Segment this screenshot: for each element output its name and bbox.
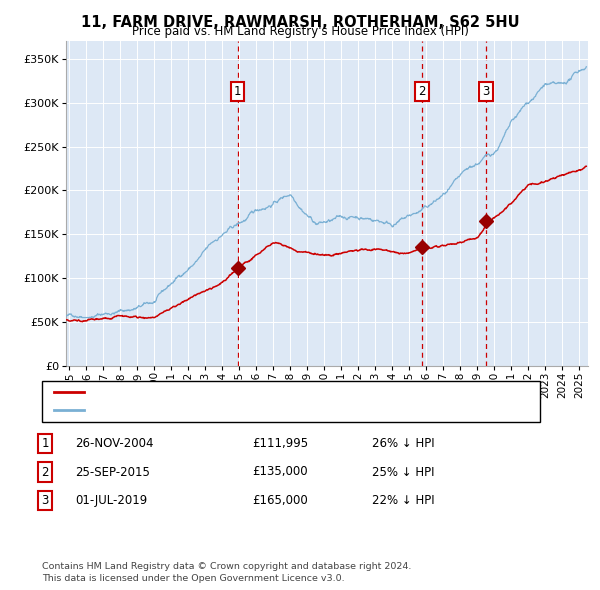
Text: Price paid vs. HM Land Registry's House Price Index (HPI): Price paid vs. HM Land Registry's House … bbox=[131, 25, 469, 38]
Text: 01-JUL-2019: 01-JUL-2019 bbox=[75, 494, 147, 507]
Text: 25-SEP-2015: 25-SEP-2015 bbox=[75, 466, 150, 478]
Text: Contains HM Land Registry data © Crown copyright and database right 2024.: Contains HM Land Registry data © Crown c… bbox=[42, 562, 412, 571]
Text: 25% ↓ HPI: 25% ↓ HPI bbox=[372, 466, 434, 478]
Text: 2: 2 bbox=[418, 85, 425, 98]
Text: 1: 1 bbox=[41, 437, 49, 450]
Text: £165,000: £165,000 bbox=[252, 494, 308, 507]
Text: 26% ↓ HPI: 26% ↓ HPI bbox=[372, 437, 434, 450]
Text: This data is licensed under the Open Government Licence v3.0.: This data is licensed under the Open Gov… bbox=[42, 574, 344, 583]
Text: 11, FARM DRIVE, RAWMARSH, ROTHERHAM, S62 5HU (detached house): 11, FARM DRIVE, RAWMARSH, ROTHERHAM, S62… bbox=[93, 387, 463, 397]
Text: £111,995: £111,995 bbox=[252, 437, 308, 450]
Text: 22% ↓ HPI: 22% ↓ HPI bbox=[372, 494, 434, 507]
Text: £135,000: £135,000 bbox=[252, 466, 308, 478]
Text: 3: 3 bbox=[41, 494, 49, 507]
Text: 2: 2 bbox=[41, 466, 49, 478]
Text: 1: 1 bbox=[234, 85, 241, 98]
Text: 11, FARM DRIVE, RAWMARSH, ROTHERHAM, S62 5HU: 11, FARM DRIVE, RAWMARSH, ROTHERHAM, S62… bbox=[80, 15, 520, 30]
Text: HPI: Average price, detached house, Rotherham: HPI: Average price, detached house, Roth… bbox=[93, 405, 343, 415]
Text: 26-NOV-2004: 26-NOV-2004 bbox=[75, 437, 154, 450]
Text: 3: 3 bbox=[482, 85, 490, 98]
